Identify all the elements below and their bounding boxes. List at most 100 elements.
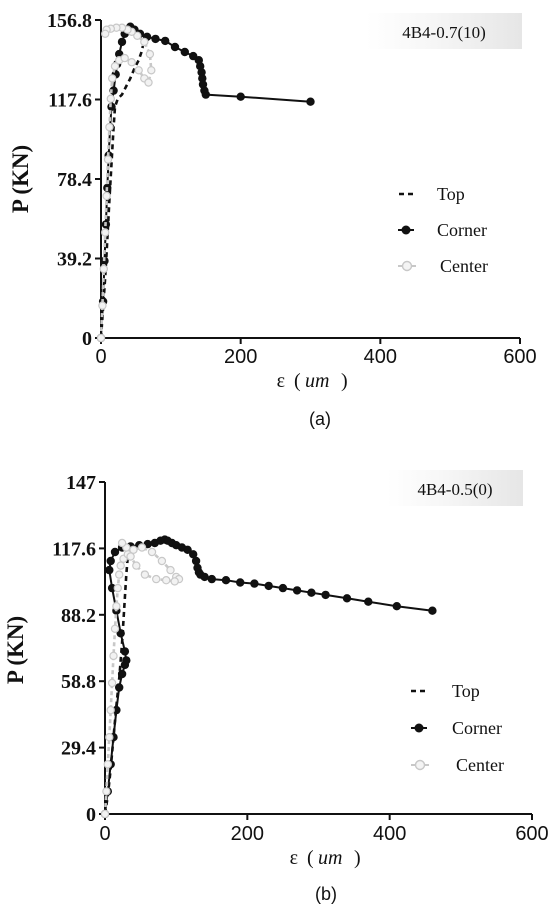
panel-b-series-center-point <box>114 570 124 579</box>
panel-a-legend: Top Corner Center <box>398 184 488 276</box>
panel-b-series-center-point <box>170 577 179 586</box>
panel-a-series-center-point <box>98 301 107 310</box>
panel-a-series-center-point <box>100 29 110 38</box>
panel-a-series-center-point <box>147 66 156 75</box>
panel-b-series-corner-point <box>221 576 231 585</box>
panel-b-y-tick-label: 29.4 <box>61 738 96 760</box>
panel-a-title-box-bg <box>366 13 522 49</box>
panel-b-legend-top-label: Top <box>452 681 480 701</box>
panel-b-series <box>100 535 437 819</box>
panel-b-legend-corner-marker <box>414 723 424 733</box>
panel-a-series-center-point <box>120 53 129 63</box>
panel-a-xlabel-open-paren: ( <box>294 370 301 392</box>
panel-a-series-center-point <box>134 66 143 75</box>
panel-a-title-box-label: 4B4-0.7(10) <box>402 23 486 42</box>
panel-a-series-center-point <box>106 94 116 103</box>
panel-a-legend-center: Center <box>398 256 488 276</box>
panel-b-series-corner-point <box>250 579 259 588</box>
panel-b-series-center-point <box>106 705 115 715</box>
panel-a-y-tick-label: 117.6 <box>48 90 92 112</box>
panel-a-y-tick-label: 78.4 <box>57 169 92 191</box>
panel-b-series-corner-point <box>106 556 115 566</box>
panel-b-series-center-point <box>107 678 117 688</box>
panel-b-legend-center-marker <box>414 759 426 771</box>
panel-a-series-corner-line <box>100 25 311 339</box>
panel-b-legend: Top Corner Center <box>411 681 504 775</box>
panel-b-series-center-point <box>157 556 167 566</box>
panel-b-legend-corner-label: Corner <box>452 718 502 738</box>
panel-a-legend-corner-marker <box>401 225 411 235</box>
panel-b-series-corner-point <box>321 590 330 600</box>
panel-a-series-corner-point <box>180 47 189 57</box>
panel-b-series-center-point <box>126 552 135 561</box>
panel-b-axes <box>104 482 532 815</box>
panel-b-series-center-point <box>112 602 121 611</box>
panel-b-series-corner-point <box>105 565 114 575</box>
panel-a-series-center-point <box>145 49 155 59</box>
panel-a-x-tick-label: 400 <box>364 346 397 368</box>
panel-b-series-corner-point <box>183 545 192 555</box>
panel-a-legend-center-label: Center <box>440 256 488 276</box>
panel-b-xlabel: ε ( um ) <box>290 847 361 869</box>
panel-b-series-corner-point <box>278 583 288 593</box>
panel-b-y-tick-label: 147 <box>66 472 96 494</box>
panel-b-series-corner-point <box>122 656 131 665</box>
panel-b-series-corner-point <box>188 550 198 559</box>
panel-b-series-corner-point <box>110 547 120 557</box>
panel-a-series-center-point <box>107 74 117 83</box>
panel-b-series-center-point <box>151 574 161 584</box>
panel-a-series-corner-point <box>306 97 315 106</box>
panel-a-series-center-point <box>99 264 109 274</box>
panel-b-series-center-point <box>129 545 138 555</box>
panel-b-series-center-point <box>166 565 175 575</box>
panel-b-series-corner-point <box>191 556 201 566</box>
panel-a-series-corner-point <box>170 42 180 52</box>
panel-a-series-center-point <box>140 37 149 47</box>
panel-b-series-corner-point <box>120 647 130 656</box>
panel-a-xlabel-symbol: ε <box>277 370 285 392</box>
panel-b-series-corner-point <box>116 629 125 638</box>
panel-b-title-box: 4B4-0.5(0) <box>387 470 523 506</box>
panel-a-y-tick-label: 39.2 <box>57 249 92 271</box>
panel-b-series-corner-point <box>207 574 216 584</box>
panel-b-series-corner-point <box>392 602 401 611</box>
panel-b-series-center-point <box>100 809 110 819</box>
panel-a-series-center-point <box>100 228 110 237</box>
panel-a-axes <box>100 20 520 339</box>
panel-b-series-center-point <box>147 547 157 557</box>
panel-a-series-corner-point <box>117 37 127 47</box>
panel-b-xlabel-close-paren: ) <box>354 847 361 869</box>
panel-a-title-box: 4B4-0.7(10) <box>366 13 522 49</box>
panel-b-y-tick-label: 0 <box>86 804 96 826</box>
panel-a-ticks: 0 39.2 78.4 117.6 156.8 0 200 400 600 <box>47 10 537 368</box>
panel-a-series-center-point <box>110 61 120 71</box>
panel-b-legend-corner: Corner <box>411 718 502 738</box>
panel-a-xlabel-unit: um <box>305 370 329 392</box>
panel-b-x-tick-label: 200 <box>231 823 264 845</box>
panel-b-series-center-point <box>132 561 141 570</box>
panel-b-series-corner-point <box>264 581 273 591</box>
panel-a-y-tick-label: 0 <box>82 328 92 350</box>
panel-a-xlabel: ε ( um ) <box>277 370 348 392</box>
panel-a-series <box>96 22 315 343</box>
panel-a-legend-top: Top <box>399 184 465 204</box>
panel-b-series-corner-point <box>428 606 437 615</box>
panel-a-xlabel-close-paren: ) <box>341 370 348 392</box>
panel-b-title-box-bg <box>387 470 523 506</box>
panel-b-x-tick-label: 400 <box>373 823 406 845</box>
panel-a-series-center-point <box>144 78 153 87</box>
panel-a-series-center-point <box>96 333 106 343</box>
panel-b-series-corner-point <box>292 586 302 595</box>
panel-a-ylabel: P (KN) <box>8 145 33 213</box>
panel-a-series-corner-point <box>151 34 160 44</box>
panel-b-title-box-label: 4B4-0.5(0) <box>417 480 492 499</box>
panel-b-series-center-point <box>140 570 150 579</box>
panel-a-series-center-point <box>103 155 113 164</box>
panel-a-x-tick-label: 600 <box>503 346 536 368</box>
panel-a-x-tick-label: 0 <box>95 346 106 368</box>
panel-a-subcaption: (a) <box>309 409 331 429</box>
panel-a-legend-top-label: Top <box>437 184 465 204</box>
panel-a-series-corner-point <box>236 92 245 101</box>
panel-a-series-corner-point <box>201 90 210 99</box>
panel-b-series-center-point <box>137 543 147 552</box>
